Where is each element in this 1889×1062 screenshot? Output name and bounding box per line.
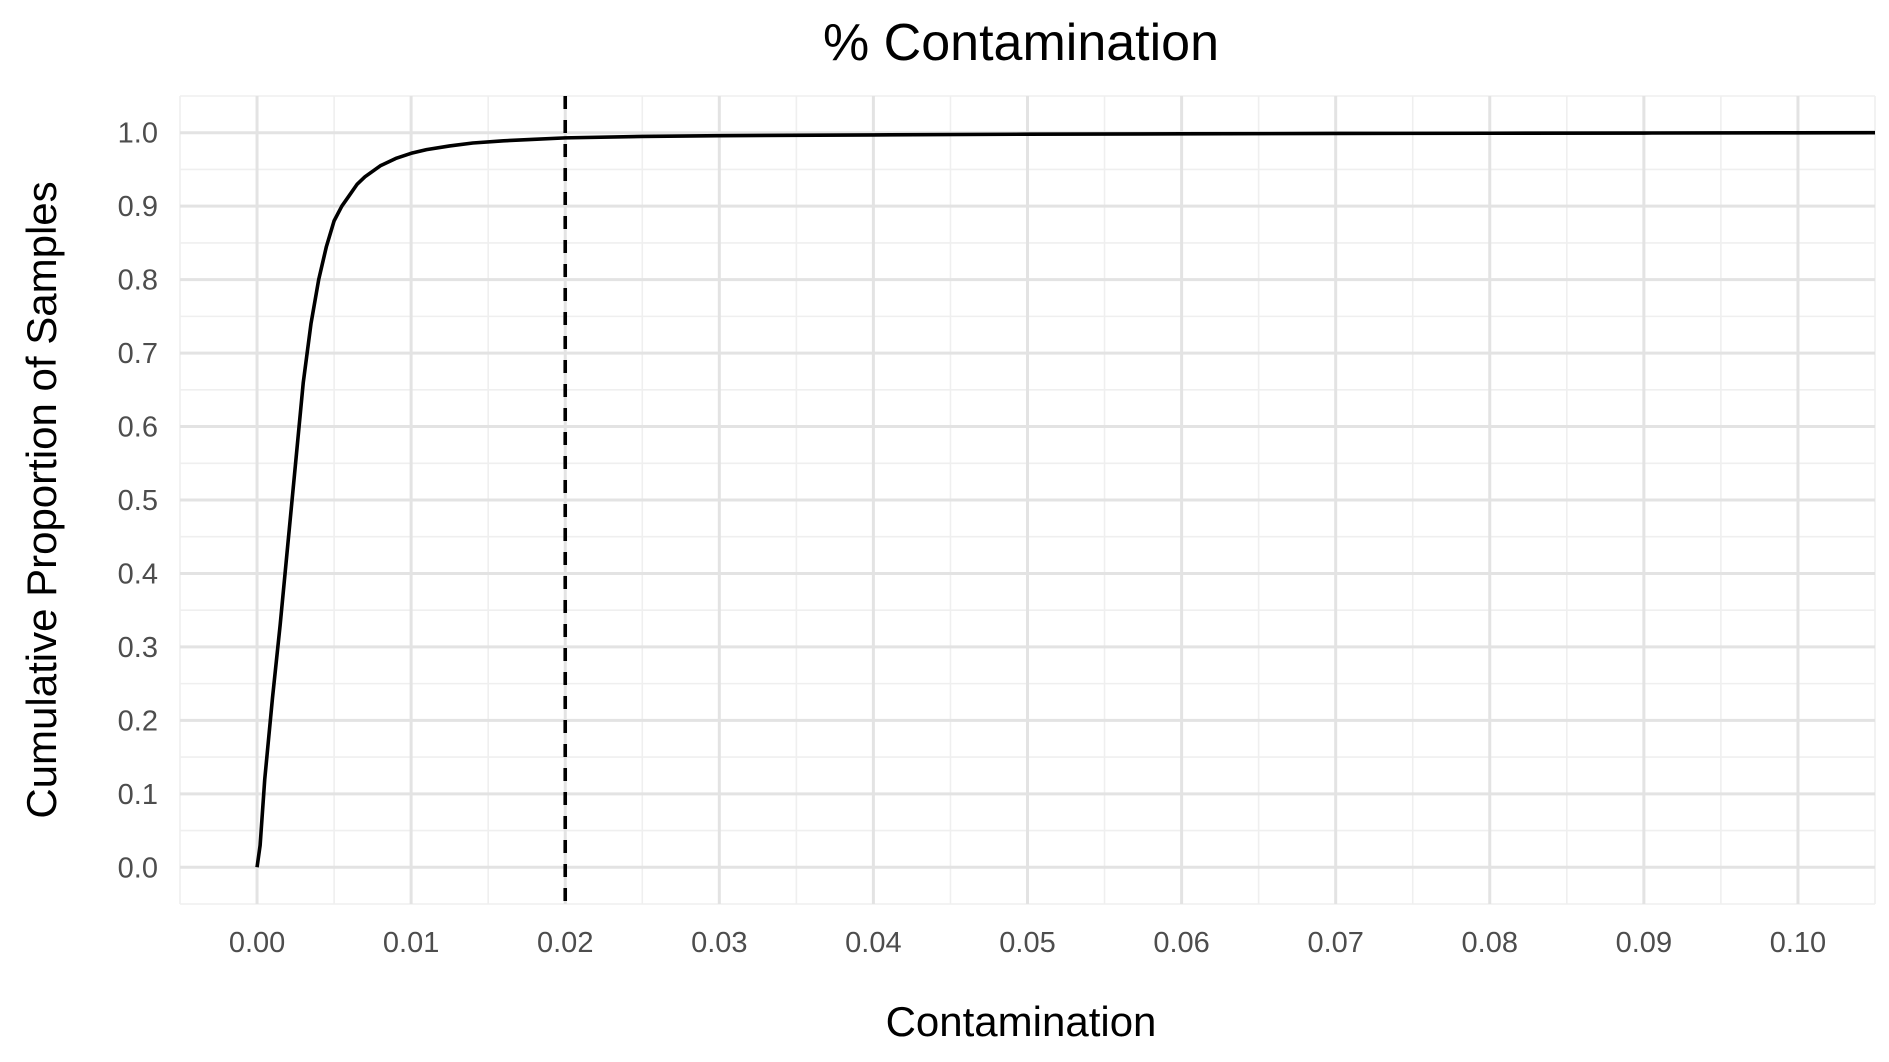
x-tick-label: 0.06: [1153, 927, 1209, 959]
y-tick-label: 0.9: [118, 191, 158, 223]
y-tick-label: 0.0: [118, 852, 158, 884]
x-tick-label: 0.01: [383, 927, 439, 959]
y-tick-label: 0.8: [118, 265, 158, 297]
chart-title: % Contamination: [823, 14, 1219, 72]
y-tick-label: 0.4: [118, 558, 158, 590]
x-tick-label: 0.04: [845, 927, 901, 959]
x-tick-label: 0.07: [1307, 927, 1363, 959]
y-axis-title: Cumulative Proportion of Samples: [18, 181, 65, 818]
ecdf-series-line: [255, 130, 1876, 868]
y-tick-label: 0.6: [118, 412, 158, 444]
y-tick-label: 0.2: [118, 705, 158, 737]
x-tick-label: 0.09: [1616, 927, 1672, 959]
y-tick-label: 0.7: [118, 338, 158, 370]
grid: [179, 95, 1876, 905]
y-tick-label: 1.0: [118, 118, 158, 150]
x-tick-label: 0.03: [691, 927, 747, 959]
x-tick-label: 0.05: [999, 927, 1055, 959]
x-tick-label: 0.02: [537, 927, 593, 959]
y-tick-label: 0.1: [118, 779, 158, 811]
y-axis-ticks: 0.0 0.1 0.2 0.3 0.4 0.5 0.6 0.7 0.8 0.9 1.0: [118, 118, 158, 885]
x-axis-ticks: 0.00 0.01 0.02 0.03 0.04 0.05 0.06 0.07 0.08 0.09…: [229, 927, 1826, 959]
x-tick-label: 0.00: [229, 927, 285, 959]
x-tick-label: 0.10: [1770, 927, 1826, 959]
x-tick-label: 0.08: [1462, 927, 1518, 959]
y-tick-label: 0.5: [118, 485, 158, 517]
x-axis-title: Contamination: [886, 998, 1157, 1045]
series-layer: [255, 130, 1876, 868]
y-tick-label: 0.3: [118, 632, 158, 664]
